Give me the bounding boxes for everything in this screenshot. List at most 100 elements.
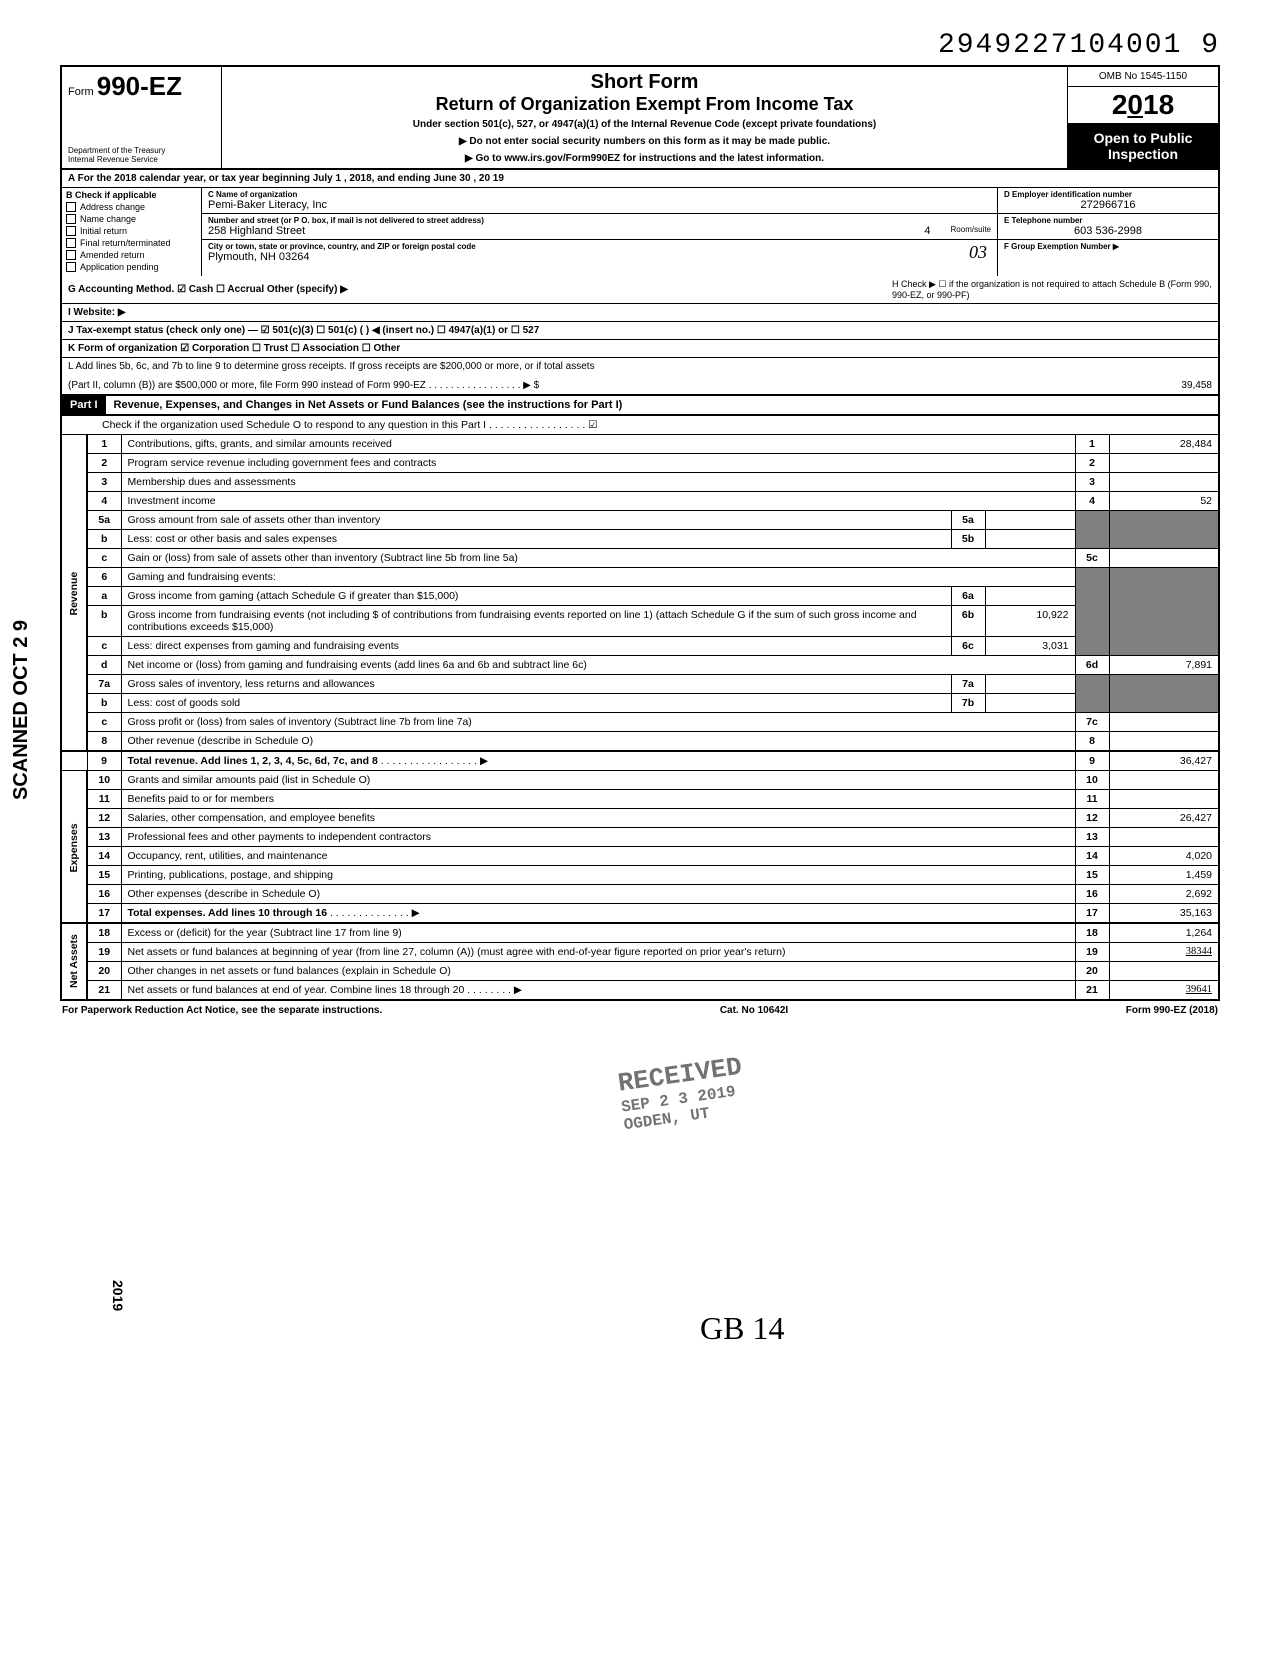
title-block: Short Form Return of Organization Exempt… (222, 67, 1068, 168)
form-identifier-block: Form 990-EZ Department of the Treasury I… (62, 67, 222, 168)
c-city-label: City or town, state or province, country… (208, 242, 991, 251)
line-14-desc: Occupancy, rent, utilities, and maintena… (121, 847, 1075, 866)
line-7b-desc: Less: cost of goods sold (121, 694, 951, 713)
chk-address-change[interactable] (66, 202, 76, 212)
right-header-block: OMB No 1545-1150 20201818 Open to Public… (1068, 67, 1218, 168)
inner-6a (985, 587, 1075, 606)
document-code: 2949227104001 9 (60, 30, 1220, 61)
line-9-text: Total revenue. Add lines 1, 2, 3, 4, 5c,… (128, 755, 378, 767)
amt-15: 1,459 (1109, 866, 1219, 885)
line-5c-desc: Gain or (loss) from sale of assets other… (121, 549, 1075, 568)
row-k: K Form of organization ☑ Corporation ☐ T… (68, 343, 400, 354)
dept-treasury: Department of the Treasury (68, 146, 215, 155)
amt-5c (1109, 549, 1219, 568)
lbl-amended-return: Amended return (80, 250, 145, 260)
amt-11 (1109, 790, 1219, 809)
amt-12: 26,427 (1109, 809, 1219, 828)
line-15-desc: Printing, publications, postage, and shi… (121, 866, 1075, 885)
shaded-5 (1075, 511, 1109, 549)
amt-8 (1109, 732, 1219, 752)
inner-5b (985, 530, 1075, 549)
lbl-final-return: Final return/terminated (80, 238, 171, 248)
dept-irs: Internal Revenue Service (68, 155, 215, 164)
form-header: Form 990-EZ Department of the Treasury I… (60, 65, 1220, 170)
row-l-2: (Part II, column (B)) are $500,000 or mo… (68, 380, 1112, 391)
form-subtitle: Under section 501(c), 527, or 4947(a)(1)… (230, 119, 1059, 130)
chk-name-change[interactable] (66, 214, 76, 224)
d-ein-label: D Employer identification number (1004, 190, 1212, 199)
line-5b-desc: Less: cost or other basis and sales expe… (121, 530, 951, 549)
amt-2 (1109, 454, 1219, 473)
side-label-revenue: Revenue (61, 435, 87, 752)
line-18-desc: Excess or (deficit) for the year (Subtra… (121, 923, 1075, 943)
c-city-handwritten: 03 (969, 242, 987, 263)
form-title-1: Short Form (230, 71, 1059, 94)
column-c-org-info: C Name of organization Pemi-Baker Litera… (202, 188, 998, 276)
omb-number: OMB No 1545-1150 (1068, 67, 1218, 87)
part-i-label: Part I (62, 396, 106, 414)
inner-6b: 10,922 (985, 606, 1075, 637)
line-12-desc: Salaries, other compensation, and employ… (121, 809, 1075, 828)
footer-cat-no: Cat. No 10642I (720, 1005, 788, 1016)
line-21-desc: Net assets or fund balances at end of ye… (121, 981, 1075, 1001)
rows-g-through-l: G Accounting Method. ☑ Cash ☐ Accrual Ot… (60, 276, 1220, 396)
c-org-name: Pemi-Baker Literacy, Inc (208, 199, 327, 211)
lbl-address-change: Address change (80, 202, 145, 212)
side-label-net-assets: Net Assets (61, 923, 87, 1000)
row-h: H Check ▶ ☐ if the organization is not r… (892, 279, 1212, 300)
d-ein: 272966716 (1004, 199, 1212, 211)
line-11-desc: Benefits paid to or for members (121, 790, 1075, 809)
row-a-tax-year: A For the 2018 calendar year, or tax yea… (60, 170, 1220, 188)
section-b-c-d-e: B Check if applicable Address change Nam… (60, 188, 1220, 276)
2019-watermark: 2019 (110, 1280, 126, 1311)
part-i-check: Check if the organization used Schedule … (60, 416, 1220, 434)
row-l-amount: 39,458 (1112, 380, 1212, 391)
amt-19: 38344 (1109, 943, 1219, 962)
line-3-desc: Membership dues and assessments (121, 473, 1075, 492)
amt-10 (1109, 771, 1219, 790)
e-phone-label: E Telephone number (1004, 216, 1212, 225)
line-20-desc: Other changes in net assets or fund bala… (121, 962, 1075, 981)
chk-amended-return[interactable] (66, 250, 76, 260)
line-13-desc: Professional fees and other payments to … (121, 828, 1075, 847)
row-l-1: L Add lines 5b, 6c, and 7b to line 9 to … (68, 361, 1212, 372)
e-phone: 603 536-2998 (1004, 225, 1212, 237)
amt-6d: 7,891 (1109, 656, 1219, 675)
amt-20 (1109, 962, 1219, 981)
tax-year: 20201818 (1068, 87, 1218, 124)
lbl-application-pending: Application pending (80, 262, 159, 272)
f-group-exemption-label: F Group Exemption Number ▶ (1004, 242, 1212, 251)
amt-17: 35,163 (1109, 904, 1219, 924)
side-label-expenses: Expenses (61, 771, 87, 924)
line-num-1: 1 (87, 435, 121, 454)
amt-1: 28,484 (1109, 435, 1219, 454)
line-1-desc: Contributions, gifts, grants, and simila… (121, 435, 1075, 454)
footer-paperwork: For Paperwork Reduction Act Notice, see … (62, 1005, 382, 1016)
row-g: G Accounting Method. ☑ Cash ☐ Accrual Ot… (68, 284, 884, 295)
c-room-label: Room/suite (951, 225, 991, 234)
line-6c-desc: Less: direct expenses from gaming and fu… (121, 637, 951, 656)
inner-7a (985, 675, 1075, 694)
amt-7c (1109, 713, 1219, 732)
part-i-title: Revenue, Expenses, and Changes in Net As… (106, 396, 1218, 414)
form-title-2: Return of Organization Exempt From Incom… (230, 94, 1059, 115)
amt-4: 52 (1109, 492, 1219, 511)
column-b-checkboxes: B Check if applicable Address change Nam… (62, 188, 202, 276)
c-room: 4 (924, 225, 930, 237)
hand-initials: GB 14 (700, 1310, 784, 1347)
line-21-text: Net assets or fund balances at end of ye… (128, 984, 465, 996)
line-6-desc: Gaming and fundraising events: (121, 568, 1075, 587)
chk-application-pending[interactable] (66, 262, 76, 272)
line-6a-desc: Gross income from gaming (attach Schedul… (121, 587, 951, 606)
page-footer: For Paperwork Reduction Act Notice, see … (60, 1001, 1220, 1020)
amt-18: 1,264 (1109, 923, 1219, 943)
instruction-2: ▶ Go to www.irs.gov/Form990EZ for instru… (230, 153, 1059, 164)
chk-final-return[interactable] (66, 238, 76, 248)
chk-initial-return[interactable] (66, 226, 76, 236)
amt-3 (1109, 473, 1219, 492)
amt-9: 36,427 (1109, 751, 1219, 771)
amt-16: 2,692 (1109, 885, 1219, 904)
line-10-desc: Grants and similar amounts paid (list in… (121, 771, 1075, 790)
line-5a-desc: Gross amount from sale of assets other t… (121, 511, 951, 530)
c-street-label: Number and street (or P O. box, if mail … (208, 216, 991, 225)
